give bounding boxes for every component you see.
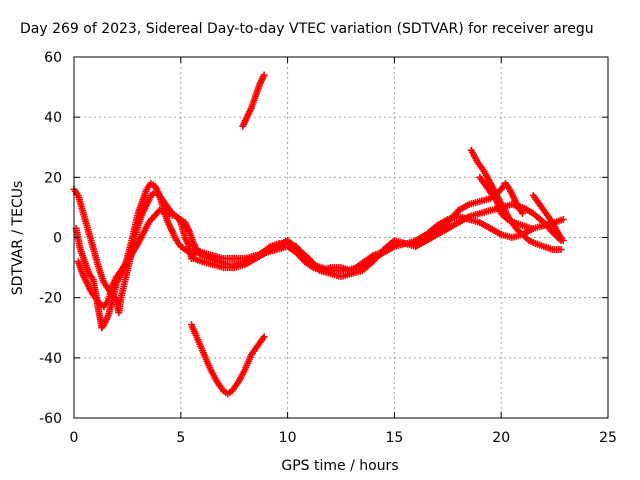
- data-point: [527, 224, 535, 232]
- series-track-7: [239, 71, 268, 130]
- data-points: [70, 71, 567, 398]
- data-point: [557, 246, 565, 254]
- y-tick-label: -60: [39, 411, 62, 427]
- series-track-5: [476, 173, 535, 232]
- x-tick-label: 15: [385, 430, 403, 446]
- x-tick-label: 10: [279, 430, 297, 446]
- y-tick-label: 20: [44, 170, 62, 186]
- series-track-3: [74, 200, 565, 311]
- y-axis-title: SDTVAR / TECUs: [10, 181, 26, 296]
- grid-lines: [74, 57, 608, 418]
- y-tick-label: -40: [39, 351, 62, 367]
- axes: [73, 56, 609, 419]
- x-tick-label: 20: [492, 430, 510, 446]
- y-tick-label: 60: [44, 50, 62, 66]
- y-tick-label: 0: [53, 231, 62, 247]
- chart-title: Day 269 of 2023, Sidereal Day-to-day VTE…: [20, 21, 594, 37]
- x-axis-title: GPS time / hours: [281, 458, 398, 474]
- x-tick-label: 0: [70, 430, 79, 446]
- data-point: [260, 333, 268, 341]
- y-tick-label: 40: [44, 110, 62, 126]
- tick-labels: 0 5 10 15 20 25 -60 -40 -20 0 20 40 60: [39, 50, 617, 446]
- x-tick-label: 25: [599, 430, 617, 446]
- y-tick-label: -20: [39, 291, 62, 307]
- data-point: [559, 237, 567, 245]
- series-track-1: [70, 185, 567, 317]
- plot-frame: [73, 56, 609, 419]
- x-tick-label: 5: [176, 430, 185, 446]
- series-track-8: [187, 321, 268, 398]
- series-track-6: [529, 191, 567, 245]
- data-point: [519, 209, 527, 217]
- data-point: [260, 71, 268, 79]
- data-point: [559, 215, 567, 223]
